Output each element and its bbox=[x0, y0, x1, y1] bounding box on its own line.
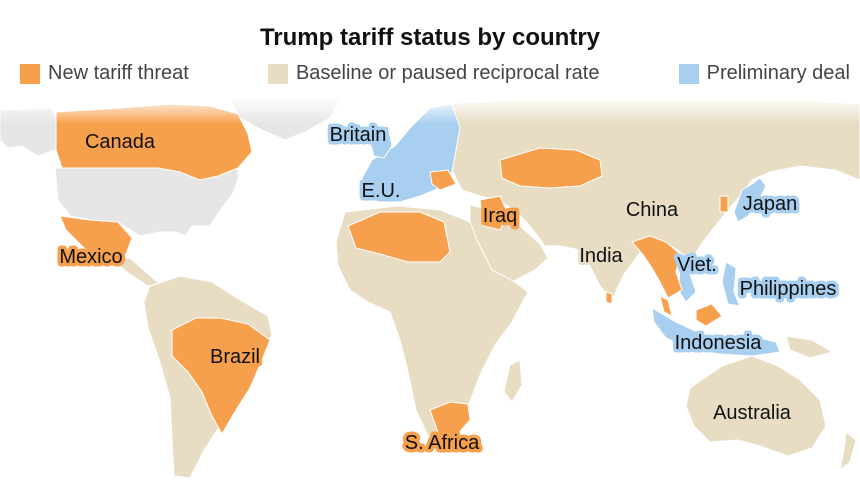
region-philippines bbox=[721, 261, 741, 307]
label-brazil: Brazil bbox=[210, 346, 260, 368]
region-kazakhstan bbox=[499, 147, 603, 189]
region-britain bbox=[369, 125, 393, 159]
label-mexico: Mexico bbox=[59, 246, 122, 268]
region-mexico bbox=[59, 215, 133, 263]
region-north-africa bbox=[347, 211, 451, 263]
legend-label-baseline: Baseline or paused reciprocal rate bbox=[295, 62, 600, 84]
label-japan: Japan bbox=[743, 193, 798, 215]
legend-item-baseline: Baseline or paused reciprocal rate bbox=[267, 62, 600, 85]
legend-swatch-baseline bbox=[267, 63, 288, 84]
region-borneo bbox=[695, 303, 723, 327]
label-canada: Canada bbox=[85, 131, 156, 153]
legend: New tariff threat Baseline or paused rec… bbox=[20, 62, 850, 85]
region-brazil bbox=[171, 317, 271, 436]
label-britain: Britain bbox=[330, 124, 387, 146]
region-new-guinea bbox=[785, 335, 834, 359]
label-india: India bbox=[579, 245, 623, 267]
region-new-zealand bbox=[839, 431, 857, 472]
region-madagascar bbox=[503, 359, 523, 403]
legend-swatch-threat bbox=[20, 63, 40, 84]
legend-label-threat: New tariff threat bbox=[48, 62, 189, 84]
legend-item-deal: Preliminary deal bbox=[678, 62, 850, 85]
label-south-africa: S. Africa bbox=[405, 432, 480, 454]
region-sri-lanka bbox=[605, 291, 613, 305]
region-japan bbox=[733, 177, 767, 223]
label-china: China bbox=[626, 199, 679, 221]
legend-label-deal: Preliminary deal bbox=[706, 62, 850, 84]
region-iraq bbox=[479, 195, 509, 231]
region-mainland-se-asia bbox=[631, 235, 683, 299]
label-eu: E.U. bbox=[362, 180, 401, 202]
legend-item-threat: New tariff threat bbox=[20, 62, 189, 85]
region-australia bbox=[685, 355, 827, 457]
label-philippines: Philippines bbox=[740, 278, 837, 300]
label-australia: Australia bbox=[713, 402, 792, 424]
region-malaysia bbox=[659, 295, 673, 317]
legend-swatch-deal bbox=[678, 63, 699, 84]
region-korea bbox=[719, 195, 729, 213]
label-iraq: Iraq bbox=[483, 205, 517, 227]
polar-fade bbox=[0, 96, 860, 124]
region-balkans bbox=[429, 169, 457, 191]
region-south-africa bbox=[429, 401, 471, 439]
map-title: Trump tariff status by country bbox=[259, 24, 601, 51]
label-vietnam: Viet. bbox=[677, 254, 717, 276]
label-indonesia: Indonesia bbox=[675, 332, 763, 354]
region-indonesia bbox=[651, 307, 781, 357]
